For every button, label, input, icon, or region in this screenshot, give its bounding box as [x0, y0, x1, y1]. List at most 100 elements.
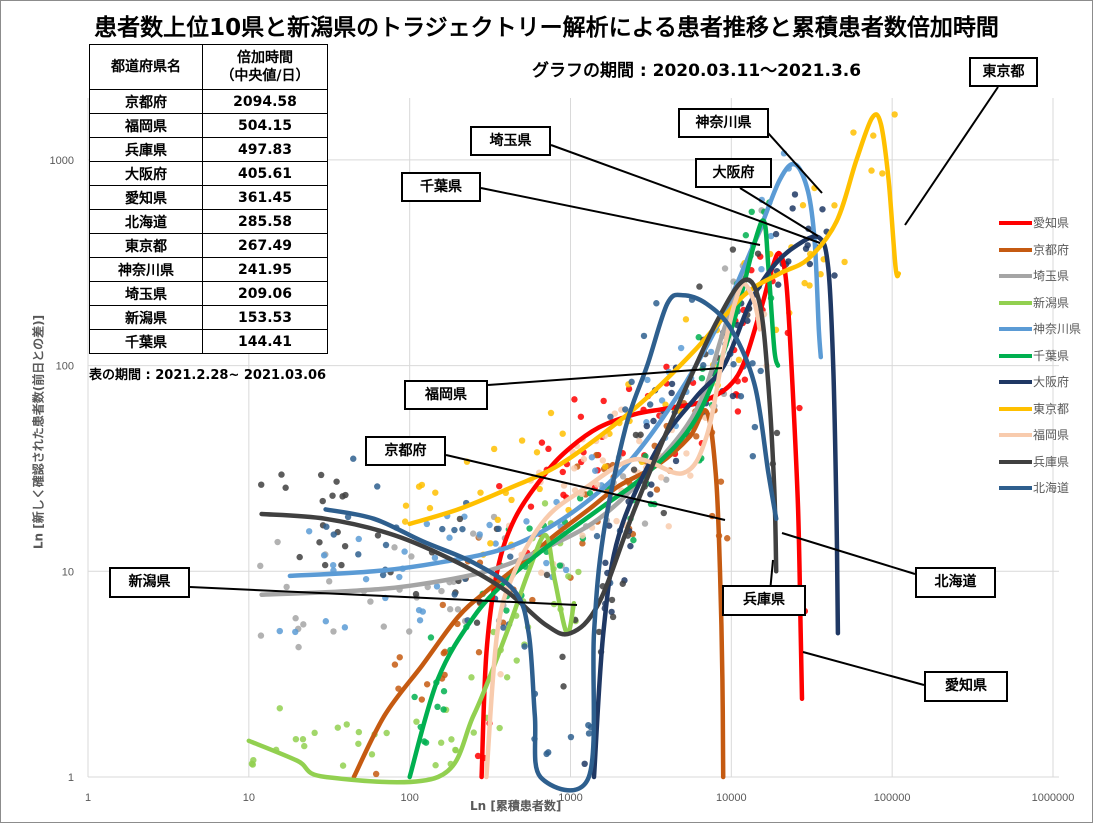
scatter-point	[494, 516, 501, 524]
scatter-point	[721, 265, 729, 272]
scatter-point	[817, 270, 824, 278]
scatter-point	[758, 265, 765, 273]
scatter-point	[431, 554, 439, 562]
legend-label: 埼玉県	[1033, 269, 1070, 283]
scatter-point	[422, 739, 430, 746]
callout-leader-line	[904, 86, 999, 226]
scatter-point	[383, 729, 390, 737]
callout-leader-line	[487, 367, 723, 386]
table-header-doubling: 倍加時間 （中央値/日）	[202, 44, 328, 90]
scatter-point	[350, 455, 357, 462]
scatter-point	[611, 410, 618, 417]
scatter-point	[391, 661, 399, 668]
scatter-point	[448, 736, 455, 743]
scatter-point	[470, 729, 477, 736]
scatter-point	[258, 481, 265, 488]
table-header-pref: 都道府県名	[89, 44, 203, 90]
scatter-point	[372, 770, 380, 778]
scatter-point	[500, 624, 507, 631]
x-tick-label: 1000000	[1032, 792, 1075, 804]
scatter-point	[891, 111, 898, 118]
scatter-point	[276, 627, 283, 635]
scatter-point	[545, 749, 552, 756]
scatter-point	[643, 422, 650, 430]
scatter-point	[451, 591, 458, 598]
scatter-point	[806, 282, 813, 289]
scatter-point	[322, 618, 330, 625]
scatter-point	[646, 401, 654, 408]
callout-leader-line	[802, 651, 925, 686]
scatter-point	[658, 397, 666, 404]
scatter-point	[622, 406, 629, 413]
scatter-point	[801, 279, 808, 287]
scatter-point	[696, 283, 703, 290]
scatter-point	[283, 583, 290, 591]
table-cell-pref: 北海道	[89, 209, 203, 234]
scatter-point	[296, 553, 303, 561]
legend-label: 新潟県	[1033, 295, 1070, 310]
legend-swatch	[999, 380, 1032, 384]
scatter-point	[492, 540, 499, 547]
scatter-point	[439, 525, 446, 533]
callout-aichi: 愛知県	[924, 671, 1008, 702]
legend-label: 千葉県	[1033, 348, 1070, 363]
scatter-point	[868, 167, 875, 174]
scatter-point	[451, 526, 458, 534]
scatter-point	[408, 553, 415, 560]
scatter-point	[562, 566, 570, 574]
legend-swatch	[999, 274, 1032, 278]
callout-kyoto: 京都府	[365, 436, 446, 466]
table-cell-pref: 京都府	[89, 89, 203, 114]
scatter-point	[543, 559, 550, 567]
scatter-point	[419, 608, 426, 615]
callout-saitama: 埼玉県	[470, 126, 551, 156]
legend-swatch	[999, 221, 1032, 225]
scatter-point	[426, 504, 434, 512]
scatter-point	[641, 520, 649, 527]
table-period: 表の期間 : 2021.2.28~ 2021.03.06	[89, 368, 327, 383]
scatter-point	[486, 521, 493, 529]
table-cell-pref: 愛知県	[89, 185, 203, 210]
graph-period: グラフの期間 : 2020.03.11～2021.3.6	[532, 61, 862, 81]
scatter-point	[579, 532, 586, 539]
scatter-point	[440, 688, 448, 695]
scatter-point	[473, 619, 481, 626]
scatter-point	[487, 540, 494, 547]
scatter-point	[538, 439, 546, 446]
scatter-point	[329, 561, 337, 569]
scatter-point	[497, 671, 504, 678]
scatter-point	[536, 485, 543, 493]
scatter-point	[330, 628, 337, 635]
scatter-point	[724, 535, 731, 542]
scatter-point	[508, 496, 515, 504]
scatter-point	[729, 246, 737, 253]
scatter-point	[440, 706, 447, 713]
scatter-point	[608, 596, 616, 604]
scatter-point	[374, 483, 381, 490]
scatter-point	[850, 129, 857, 136]
scatter-point	[469, 530, 477, 537]
scatter-point	[334, 724, 342, 731]
scatter-point	[440, 649, 447, 657]
scatter-point	[523, 518, 530, 525]
x-axis-label: Ln [累積患者数]	[470, 799, 562, 813]
scatter-point	[282, 484, 289, 491]
scatter-point	[789, 205, 796, 212]
scatter-point	[581, 760, 588, 768]
scatter-point	[295, 643, 302, 651]
scatter-point	[541, 500, 549, 507]
scatter-point	[588, 454, 596, 461]
scatter-point	[521, 643, 528, 650]
legend-label: 福岡県	[1033, 428, 1070, 442]
scatter-point	[382, 541, 390, 549]
scatter-point	[619, 580, 626, 587]
scatter-point	[567, 733, 575, 741]
scatter-point	[600, 397, 607, 405]
table-cell-pref: 千葉県	[89, 329, 203, 354]
scatter-point	[796, 404, 803, 412]
scatter-point	[672, 457, 680, 465]
scatter-point	[496, 482, 503, 490]
table-cell-doubling: 285.58	[202, 209, 328, 234]
scatter-point	[744, 317, 751, 324]
